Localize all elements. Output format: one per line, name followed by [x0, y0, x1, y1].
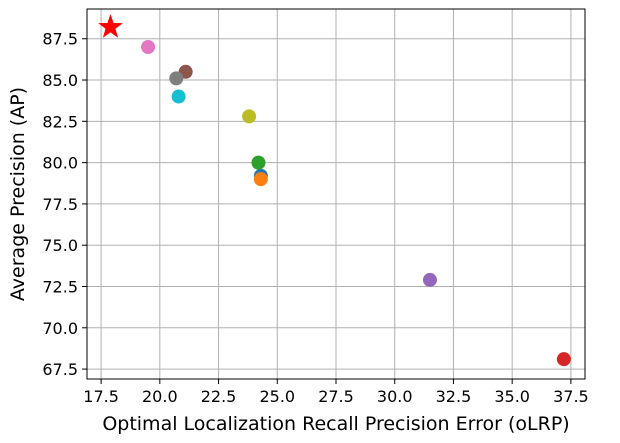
y-tick-label: 85.0	[42, 71, 78, 90]
data-point	[171, 89, 186, 104]
data-point	[556, 352, 571, 367]
y-tick-label: 67.5	[42, 360, 78, 379]
y-tick-label: 70.0	[42, 319, 78, 338]
x-axis-label: Optimal Localization Recall Precision Er…	[102, 413, 569, 435]
x-tick-label: 30.0	[377, 387, 413, 406]
axis-ticks: 17.5 20.0 22.5 25.0 27.5 30.0 32.5 35.0 37.5 67.5…	[42, 30, 588, 406]
x-tick-label: 20.0	[142, 387, 178, 406]
data-points	[98, 14, 571, 367]
x-tick-label: 17.5	[83, 387, 119, 406]
y-tick-label: 72.5	[42, 278, 78, 297]
data-point	[242, 109, 257, 124]
grid	[87, 9, 585, 379]
y-tick-label: 82.5	[42, 112, 78, 131]
y-tick-label: 87.5	[42, 30, 78, 49]
x-tick-label: 25.0	[259, 387, 295, 406]
x-tick-label: 37.5	[553, 387, 589, 406]
data-point	[251, 155, 266, 170]
star-marker	[98, 14, 123, 38]
x-tick-label: 32.5	[436, 387, 472, 406]
data-point	[253, 172, 268, 187]
data-point	[169, 71, 184, 86]
y-tick-label: 75.0	[42, 236, 78, 255]
x-tick-label: 22.5	[201, 387, 237, 406]
y-tick-label: 77.5	[42, 195, 78, 214]
data-point	[422, 272, 437, 287]
data-point	[141, 39, 156, 54]
y-tick-label: 80.0	[42, 154, 78, 173]
x-tick-label: 35.0	[494, 387, 530, 406]
y-axis-label: Average Precision (AP)	[7, 87, 29, 301]
x-tick-label: 27.5	[318, 387, 354, 406]
